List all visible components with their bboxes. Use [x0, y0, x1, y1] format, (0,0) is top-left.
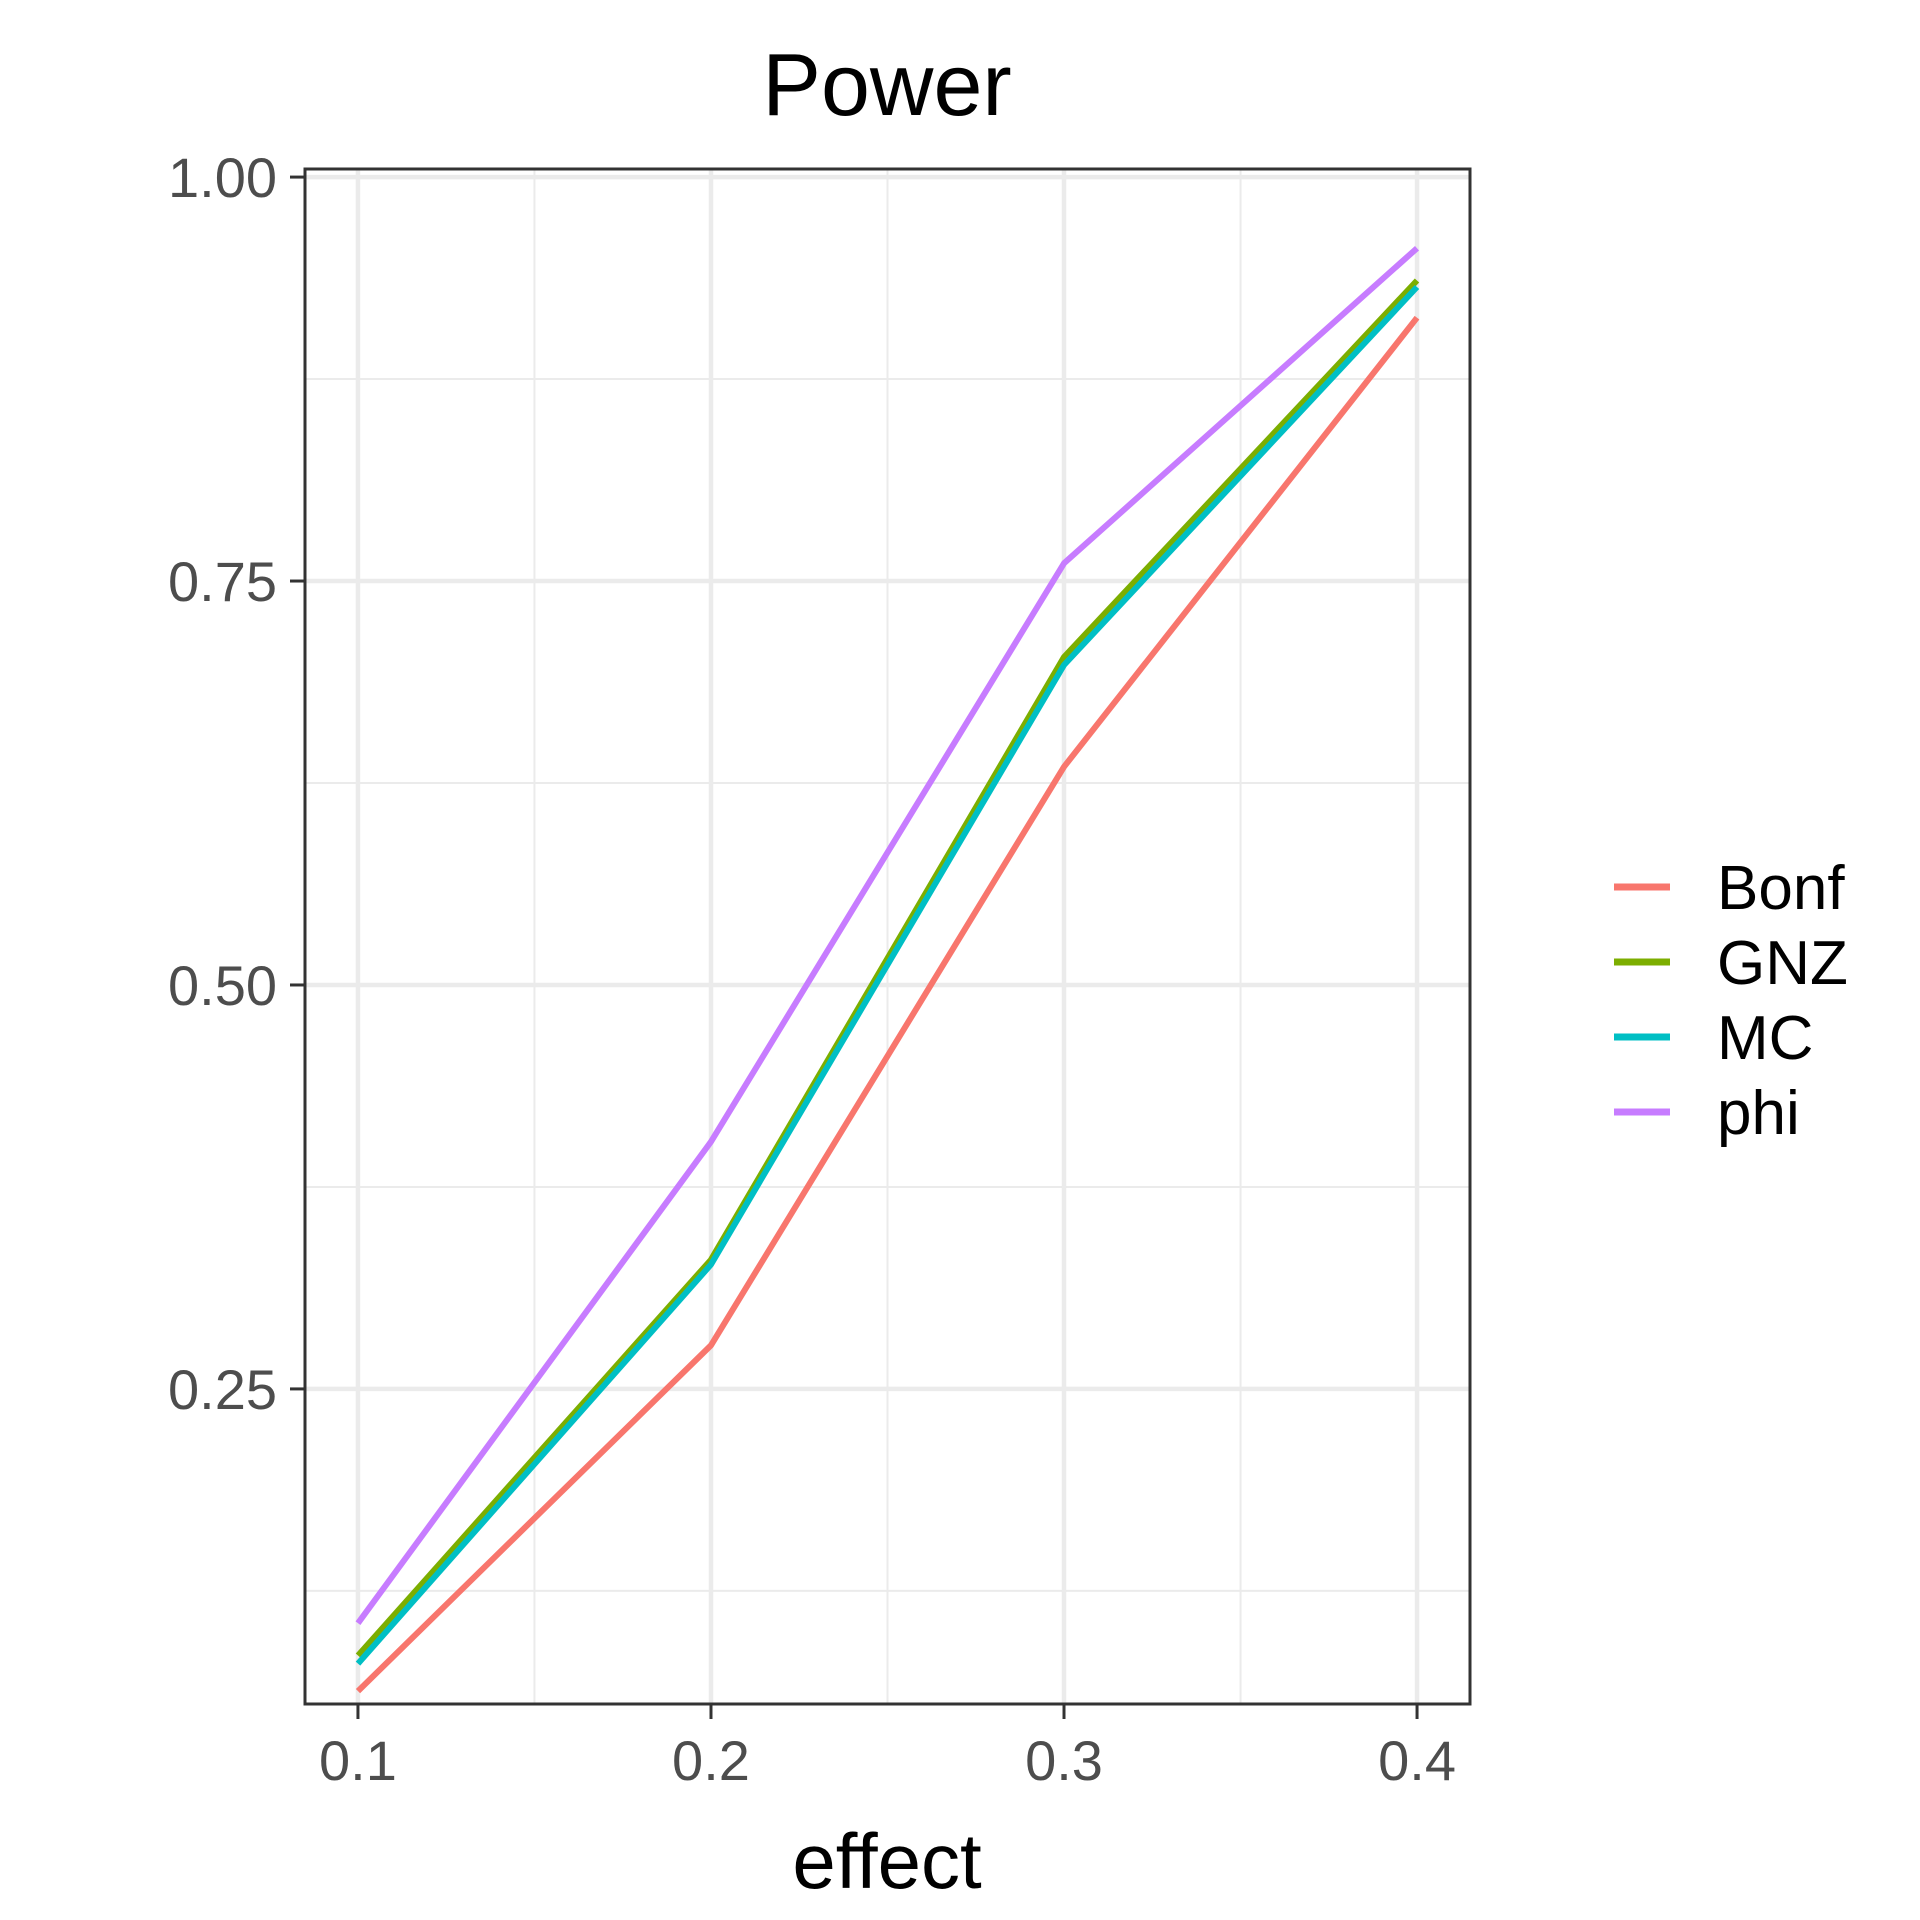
legend-label: Bonf	[1717, 854, 1845, 923]
legend-label: GNZ	[1717, 929, 1848, 998]
legend-item-mc: MC	[1614, 1004, 1813, 1073]
chart-title: Power	[762, 35, 1011, 134]
y-tick-label: 0.75	[168, 550, 277, 613]
series-line-mc	[355, 284, 1420, 1666]
series-line-phi	[355, 245, 1419, 1625]
x-axis-title: effect	[792, 1817, 982, 1905]
panel-border	[303, 167, 1472, 1706]
legend-item-phi: phi	[1614, 1079, 1800, 1148]
x-tick-label: 0.2	[672, 1729, 750, 1792]
x-tick-label: 0.3	[1025, 1729, 1103, 1792]
series-line-gnz	[355, 278, 1420, 1658]
minor-gridlines	[305, 169, 1470, 1704]
legend-label: MC	[1717, 1004, 1813, 1073]
legend-item-bonf: Bonf	[1614, 854, 1845, 923]
x-tick-label: 0.4	[1378, 1729, 1456, 1792]
series-lines	[355, 245, 1420, 1694]
y-tick-label: 1.00	[168, 146, 277, 209]
x-axis: 0.1 0.2 0.3 0.4	[319, 1704, 1456, 1792]
series-line-bonf	[355, 315, 1420, 1694]
y-axis: 0.25 0.50 0.75 1.00	[168, 146, 305, 1421]
y-tick-label: 0.25	[168, 1358, 277, 1421]
major-gridlines	[305, 169, 1470, 1704]
y-tick-label: 0.50	[168, 954, 277, 1017]
legend-item-gnz: GNZ	[1614, 929, 1848, 998]
x-tick-label: 0.1	[319, 1729, 397, 1792]
legend-label: phi	[1717, 1079, 1800, 1148]
